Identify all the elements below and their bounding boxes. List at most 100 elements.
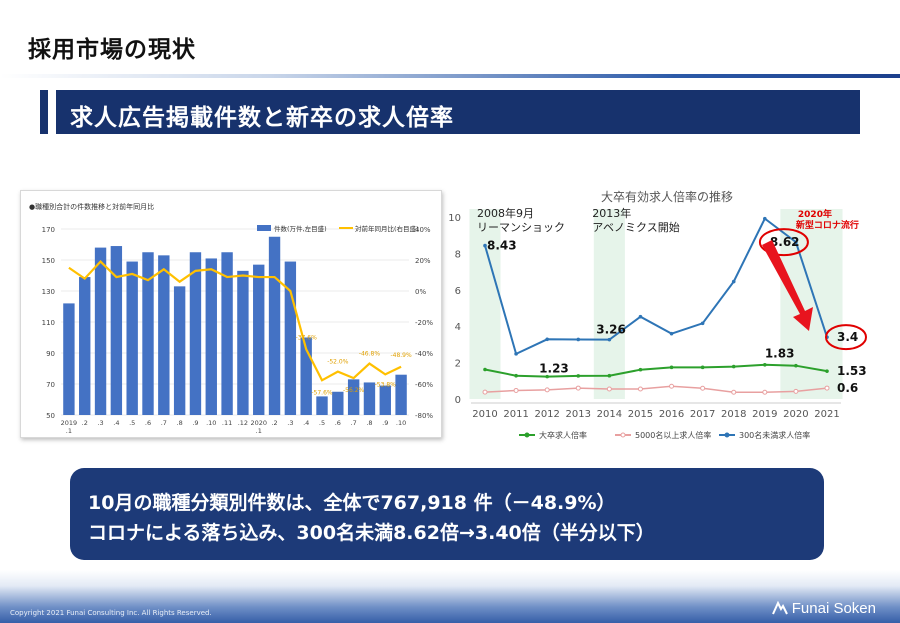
data-point [607, 337, 612, 342]
category-label: .9 [382, 419, 388, 427]
brand-mark-icon [771, 601, 788, 615]
job-ads-chart-panel: ●職種別合計の件数推移と対前年同月比 170 150 130 110 90 70 50 40% 2… [20, 190, 442, 438]
category-label: .4 [113, 419, 119, 427]
data-point [731, 279, 736, 284]
category-label: .7 [351, 419, 357, 427]
category-label: .6 [145, 419, 151, 427]
data-point [825, 369, 829, 373]
data-point [638, 314, 643, 319]
data-point [793, 388, 799, 394]
bar [379, 385, 391, 415]
category-label: .3 [287, 419, 293, 427]
data-point [576, 337, 581, 342]
data-point [669, 365, 674, 370]
event-label: 新型コロナ流行 [796, 219, 859, 231]
data-label: 0.6 [837, 381, 858, 395]
bar [221, 252, 233, 415]
category-label: .9 [192, 419, 198, 427]
summary-box: 10月の職種分類別件数は、全体で767,918 件（－48.9%） コロナによる… [70, 468, 824, 560]
x-tick-label: 2015 [628, 409, 653, 420]
bar [316, 396, 328, 415]
category-label: .2 [82, 419, 88, 427]
left-tick-label: 70 [46, 381, 55, 389]
data-point [637, 386, 643, 392]
category-label: .4 [303, 419, 309, 427]
right-tick-label: -40% [415, 350, 433, 358]
decline-arrow [762, 240, 813, 331]
summary-line-2: コロナによる落ち込み、300名未満8.62倍→3.40倍（半分以下） [88, 522, 655, 544]
legend-marker [724, 432, 730, 438]
event-band [469, 209, 501, 399]
yoy-annotation: -57.6% [311, 389, 333, 396]
data-point [824, 385, 830, 391]
left-tick-label: 110 [42, 319, 55, 327]
data-point [700, 365, 705, 370]
category-label: .7 [161, 419, 167, 427]
x-tick-label: 2014 [597, 409, 622, 420]
chart2-title: 大卒有効求人倍率の推移 [601, 189, 733, 204]
title-underline [0, 74, 900, 78]
left-tick-label: 130 [42, 288, 55, 296]
data-point [762, 389, 768, 395]
legend-label: 大卒求人倍率 [539, 430, 587, 440]
data-point [763, 216, 767, 221]
left-tick-label: 90 [46, 350, 55, 358]
bar [158, 255, 170, 415]
yoy-annotation: -37.6% [296, 334, 318, 341]
right-tick-label: -20% [415, 319, 433, 327]
category-label: .11 [222, 419, 232, 427]
x-tick-label: 2016 [659, 409, 684, 420]
bar [79, 277, 91, 415]
x-tick-label: 2019 [752, 409, 777, 420]
data-point [576, 374, 581, 378]
legend-label: 5000名以上求人倍率 [635, 430, 711, 440]
x-tick-label: 2011 [503, 409, 528, 420]
banner-title: 求人広告掲載件数と新卒の求人倍率 [70, 105, 454, 131]
brand-logo: Funai Soken [771, 600, 876, 617]
data-point [514, 352, 518, 356]
y-tick-label: 0 [455, 395, 461, 406]
x-tick-label: 2018 [721, 409, 746, 420]
data-point [794, 240, 798, 244]
section-banner: 求人広告掲載件数と新卒の求人倍率 [48, 90, 860, 134]
series-line [484, 363, 828, 378]
event-label: 2020年 [798, 208, 832, 220]
category-label: .10 [396, 419, 406, 427]
legend-bar-swatch [257, 225, 271, 231]
event-label: リーマンショック [477, 221, 565, 234]
bar [284, 261, 297, 415]
legend-marker [524, 432, 530, 438]
footer-band [0, 570, 900, 623]
data-point [513, 387, 519, 393]
copyright-text: Copyright 2021 Funai Consulting Inc. All… [10, 609, 212, 617]
legend-label: 300名未満求人倍率 [739, 430, 810, 440]
x-tick-label: 2021 [814, 409, 839, 420]
brand-name: Funai Soken [791, 600, 876, 617]
category-label: .10 [206, 419, 216, 427]
data-point [731, 364, 736, 369]
highlight-circle [825, 324, 867, 351]
bar [110, 246, 123, 415]
data-label: 8.43 [487, 239, 517, 253]
right-tick-label: 0% [415, 288, 426, 296]
data-point [700, 385, 706, 391]
data-point [763, 362, 767, 367]
data-label: 1.53 [837, 364, 867, 378]
bar [189, 252, 202, 415]
bar [94, 247, 107, 415]
data-point [482, 389, 488, 395]
job-ads-chart: ●職種別合計の件数推移と対前年同月比 170 150 130 110 90 70 50 40% 2… [29, 202, 433, 435]
left-tick-label: 150 [42, 257, 55, 265]
right-tick-label: -60% [415, 381, 433, 389]
data-label: 3.4 [837, 330, 858, 344]
highlight-circle [758, 228, 809, 257]
right-tick-label: -80% [415, 412, 433, 420]
data-point [700, 321, 705, 326]
bar [347, 379, 360, 415]
category-label: 2019.1 [61, 419, 78, 435]
data-point [606, 386, 612, 392]
yoy-annotation: -46.8% [359, 351, 381, 358]
legend-line-label: 対前年同月比(右目盛) [355, 224, 419, 233]
x-tick-label: 2010 [472, 409, 497, 420]
data-label: 1.23 [539, 362, 569, 376]
